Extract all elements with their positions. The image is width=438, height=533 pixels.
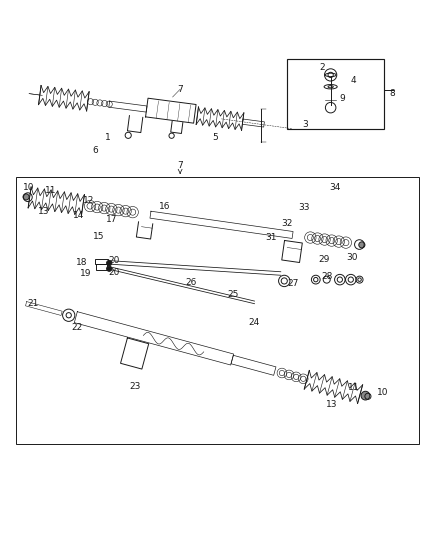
Text: 12: 12 [82, 196, 94, 205]
Text: 9: 9 [339, 93, 344, 102]
Bar [95, 259, 108, 264]
Text: 5: 5 [212, 133, 218, 142]
Text: 3: 3 [301, 120, 307, 129]
Text: 15: 15 [93, 232, 105, 241]
Text: 10: 10 [22, 183, 34, 192]
Text: 18: 18 [76, 257, 87, 266]
Text: 11: 11 [347, 383, 359, 392]
Text: 1: 1 [105, 133, 110, 142]
Circle shape [358, 242, 364, 248]
Text: 11: 11 [45, 187, 57, 195]
Text: 29: 29 [318, 255, 329, 263]
Text: 32: 32 [281, 219, 292, 228]
Text: 20: 20 [108, 268, 119, 277]
Text: 17: 17 [106, 215, 117, 224]
Circle shape [106, 261, 112, 265]
Text: 25: 25 [226, 290, 238, 300]
Text: 30: 30 [346, 253, 357, 262]
Text: 27: 27 [287, 279, 298, 288]
Text: 33: 33 [297, 203, 309, 212]
Bar [287, 59, 383, 128]
Text: 23: 23 [130, 382, 141, 391]
Text: 13: 13 [38, 207, 49, 216]
Text: 26: 26 [185, 278, 196, 287]
Text: 21: 21 [28, 299, 39, 308]
Text: 10: 10 [376, 387, 388, 397]
Text: 19: 19 [80, 270, 92, 278]
Text: 20: 20 [108, 256, 119, 265]
Text: 8: 8 [389, 89, 394, 98]
Text: 28: 28 [320, 272, 332, 281]
Text: 24: 24 [247, 318, 259, 327]
Bar [16, 177, 418, 444]
Text: 4: 4 [350, 76, 355, 85]
Text: 31: 31 [265, 233, 276, 241]
Text: 13: 13 [325, 400, 337, 409]
Text: 7: 7 [177, 85, 183, 94]
Text: 14: 14 [73, 211, 84, 220]
Text: 16: 16 [159, 202, 170, 211]
Text: 7: 7 [177, 161, 183, 171]
Circle shape [23, 194, 29, 200]
Circle shape [360, 391, 369, 400]
Text: 6: 6 [92, 146, 97, 155]
Circle shape [106, 266, 112, 271]
Text: 22: 22 [71, 324, 83, 332]
Bar [95, 264, 107, 270]
Text: 2: 2 [319, 63, 325, 72]
Text: 34: 34 [329, 183, 340, 192]
